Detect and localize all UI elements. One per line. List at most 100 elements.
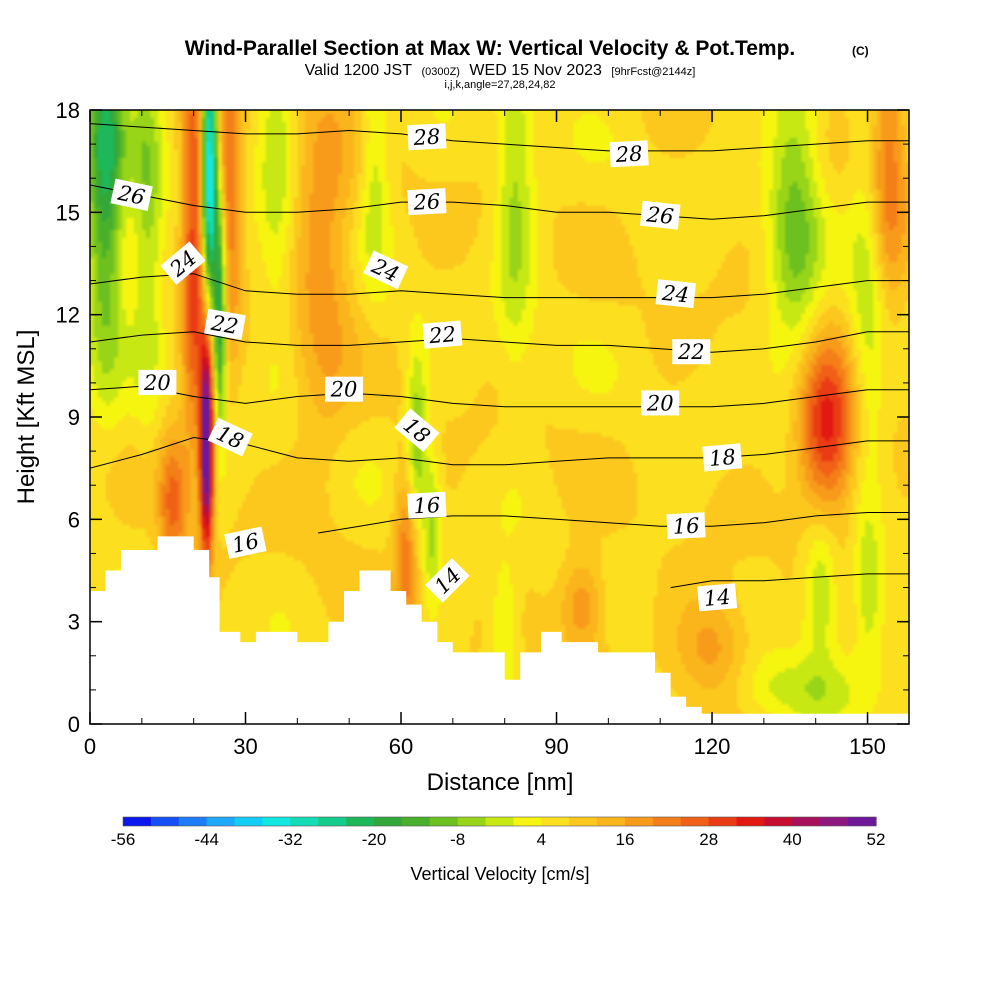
contour-label-text: 16 <box>230 529 261 558</box>
colorbar-tick-label: 4 <box>537 830 546 849</box>
colorbar-swatch <box>290 817 319 826</box>
colorbar-swatch <box>123 817 152 826</box>
contour-label-text: 20 <box>143 371 171 395</box>
colorbar-tick-label: -20 <box>362 830 387 849</box>
colorbar-swatch <box>541 817 570 826</box>
contour-label-26: 26 <box>407 188 447 216</box>
contour-label-16: 16 <box>666 512 706 540</box>
colorbar-tick-label: 40 <box>783 830 802 849</box>
colorbar-tick-label: -8 <box>450 830 465 849</box>
colorbar-swatch <box>625 817 654 826</box>
contour-label-text: 22 <box>677 340 705 364</box>
x-tick-label: 150 <box>849 734 886 759</box>
colorbar-title: Vertical Velocity [cm/s] <box>410 864 589 884</box>
grid-indices: i,j,k,angle=27,28,24,82 <box>444 79 555 91</box>
chart-title: Wind-Parallel Section at Max W: Vertical… <box>185 37 796 60</box>
colorbar-tick-label: 52 <box>867 830 886 849</box>
contour-label-24: 24 <box>160 241 206 285</box>
x-tick-label: 0 <box>84 734 96 759</box>
x-axis-label: Distance [nm] <box>427 769 574 796</box>
colorbar-swatch <box>680 817 710 826</box>
contour-label-28: 28 <box>609 140 649 168</box>
contour-label-text: 26 <box>645 202 675 229</box>
valid-time-line: Valid 1200 JST (0300Z) WED 15 Nov 2023 [… <box>305 62 696 79</box>
y-tick-label: 0 <box>68 712 80 737</box>
colorbar-swatch <box>401 817 431 826</box>
contour-label-text: 22 <box>209 311 240 339</box>
contour-label-18: 18 <box>702 443 743 472</box>
contour-label-20: 20 <box>138 369 177 395</box>
x-axis: 0 30 60 90 120 150 <box>84 110 886 759</box>
contour-label-20: 20 <box>325 376 363 402</box>
colorbar-swatch <box>262 817 291 826</box>
theta-contour-24 <box>90 273 909 299</box>
contour-label-20: 20 <box>641 390 680 416</box>
contour-label-text: 26 <box>115 181 147 210</box>
y-tick-label: 15 <box>56 200 80 225</box>
contour-label-22: 22 <box>672 339 711 365</box>
copyright-mark: (C) <box>852 44 869 58</box>
y-tick-label: 3 <box>68 610 80 635</box>
colorbar-swatch <box>792 817 821 826</box>
y-tick-label: 6 <box>68 507 80 532</box>
y-tick-label: 9 <box>68 405 80 430</box>
colorbar-tick-label: 28 <box>699 830 718 849</box>
contour-label-22: 22 <box>422 320 463 349</box>
contour-label-text: 24 <box>660 281 690 308</box>
x-tick-label: 90 <box>544 734 568 759</box>
colorbar-swatch <box>569 817 598 826</box>
contour-label-text: 20 <box>330 378 358 402</box>
colorbar-tick-label: -44 <box>194 830 219 849</box>
colorbar-swatch <box>234 817 264 826</box>
theta-contour-14 <box>670 573 909 589</box>
colorbar-swatch <box>764 817 793 826</box>
theta-contour-28 <box>90 123 909 152</box>
valid-utc: (0300Z) <box>421 66 460 78</box>
colorbar-swatch <box>374 817 403 826</box>
contour-label-24: 24 <box>655 279 696 309</box>
colorbar-swatch <box>736 817 766 826</box>
colorbar-swatch <box>457 817 487 826</box>
contour-label-text: 18 <box>708 445 737 471</box>
contour-label-text: 26 <box>412 189 441 214</box>
valid-date: WED 15 Nov 2023 <box>469 62 602 79</box>
colorbar-swatch <box>485 817 515 826</box>
y-tick-label: 18 <box>56 98 80 123</box>
colorbar-swatch <box>346 817 375 826</box>
theta-contour-22 <box>90 331 909 353</box>
theta-contour-20 <box>90 385 909 408</box>
contour-label-text: 20 <box>646 391 674 415</box>
theta-contour-26 <box>90 184 909 220</box>
colorbar-swatch <box>178 817 208 826</box>
colorbar-swatch <box>429 817 459 826</box>
colorbar-tick-label: -32 <box>278 830 303 849</box>
y-axis: 0 3 6 9 12 15 18 <box>56 98 909 737</box>
x-tick-label: 30 <box>233 734 257 759</box>
colorbar-swatch <box>206 817 236 826</box>
theta-contour-16 <box>318 512 909 534</box>
colorbar-swatch <box>652 817 682 826</box>
colorbar-swatch <box>150 817 180 826</box>
x-tick-label: 60 <box>389 734 413 759</box>
vertical-velocity-field <box>90 110 909 724</box>
contour-label-text: 28 <box>614 142 643 167</box>
colorbar-swatch <box>597 817 626 826</box>
colorbar-swatch <box>820 817 849 826</box>
contour-label-text: 28 <box>412 125 441 150</box>
colorbar-swatch <box>848 817 877 826</box>
contour-label-16: 16 <box>407 491 447 519</box>
y-tick-label: 12 <box>56 303 80 328</box>
colorbar-tick-label: 16 <box>616 830 635 849</box>
valid-prefix: Valid 1200 JST <box>305 62 413 79</box>
colorbar-swatch <box>513 817 542 826</box>
contour-label-28: 28 <box>407 123 447 151</box>
contour-label-text: 22 <box>427 322 457 348</box>
x-tick-label: 120 <box>694 734 731 759</box>
contour-label-16: 16 <box>224 526 267 559</box>
colorbar-swatch <box>708 817 738 826</box>
contour-label-26: 26 <box>110 178 153 211</box>
colorbar: -56 -44 -32 -20 -8 4 16 28 40 52 <box>111 816 886 849</box>
contour-label-text: 16 <box>672 514 700 539</box>
